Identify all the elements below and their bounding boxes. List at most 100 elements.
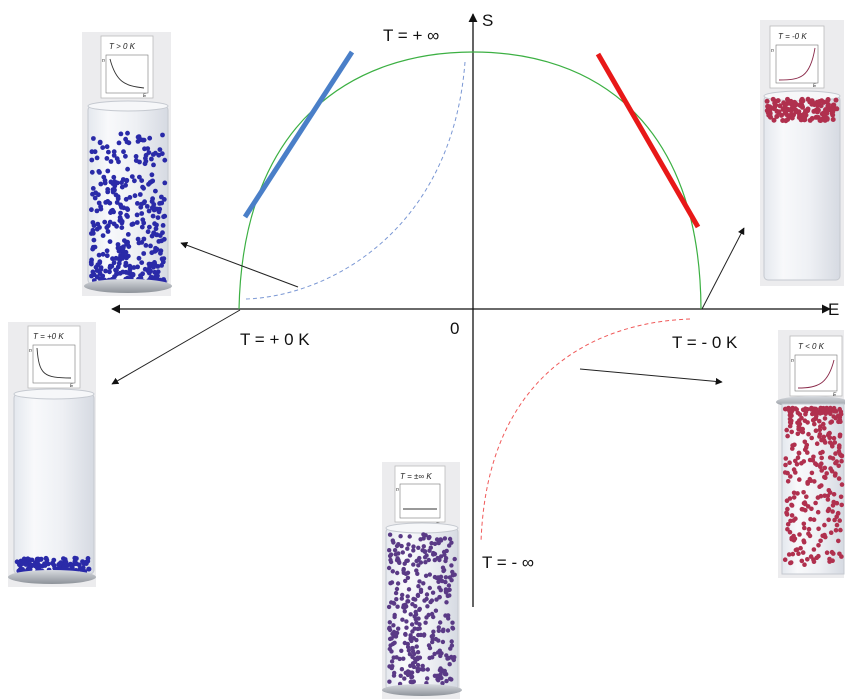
particle-cloud xyxy=(782,405,845,567)
particle xyxy=(443,575,449,580)
particle xyxy=(400,617,405,622)
particle xyxy=(797,477,802,482)
particle xyxy=(152,260,157,265)
particle xyxy=(410,646,415,651)
particle xyxy=(831,492,837,497)
particle xyxy=(801,521,807,527)
particle xyxy=(817,484,822,490)
particle xyxy=(815,509,821,515)
particle xyxy=(822,465,828,471)
particle xyxy=(825,497,831,502)
particle xyxy=(819,455,824,461)
particle xyxy=(162,180,168,186)
particle xyxy=(111,149,117,155)
particle xyxy=(149,233,155,239)
particle xyxy=(57,560,63,566)
particle xyxy=(104,225,110,230)
particle xyxy=(416,545,421,550)
particle xyxy=(107,269,112,275)
particle xyxy=(423,573,429,578)
particle xyxy=(806,526,812,532)
particle xyxy=(793,101,799,107)
particle xyxy=(116,140,122,146)
particle xyxy=(399,596,404,601)
particle xyxy=(20,561,26,566)
particle xyxy=(98,181,104,187)
particle xyxy=(408,679,413,685)
particle xyxy=(431,614,436,620)
particle xyxy=(396,626,401,631)
particle xyxy=(394,543,400,549)
particle xyxy=(151,162,156,168)
particle xyxy=(429,598,435,603)
particle xyxy=(400,592,405,598)
particle xyxy=(427,548,432,553)
particle xyxy=(831,435,837,441)
arrow-to-negative-zero-tube xyxy=(701,227,745,310)
particle xyxy=(403,578,408,584)
particle xyxy=(90,186,96,191)
particle xyxy=(815,107,821,113)
negative-temperature-tangent xyxy=(595,52,701,229)
particle xyxy=(452,556,457,562)
particle xyxy=(449,540,454,545)
particle xyxy=(94,208,100,214)
particle xyxy=(127,270,133,276)
particle xyxy=(97,140,103,146)
particle xyxy=(405,546,410,551)
particle xyxy=(92,195,98,201)
particle xyxy=(412,651,417,657)
particle xyxy=(799,415,804,421)
particle xyxy=(438,672,443,677)
particle xyxy=(831,551,836,556)
particle xyxy=(822,426,827,431)
card-label: T = ±∞ K xyxy=(400,472,432,481)
particle xyxy=(141,137,147,143)
particle xyxy=(802,562,807,567)
particle xyxy=(145,229,151,235)
particle xyxy=(414,620,419,625)
particle xyxy=(404,619,409,624)
temperature-labels: T = + ∞ T = + 0 K T = - 0 K T = - ∞ xyxy=(240,26,738,572)
particle xyxy=(84,559,89,565)
particle xyxy=(142,161,148,167)
particle xyxy=(402,609,407,614)
particle xyxy=(818,493,824,499)
particle xyxy=(105,168,111,174)
particle xyxy=(157,206,163,212)
particle xyxy=(107,239,113,245)
particle xyxy=(813,428,819,434)
particle xyxy=(832,473,838,478)
particle xyxy=(830,117,836,122)
particle xyxy=(402,561,407,566)
particle xyxy=(121,149,126,155)
particle xyxy=(438,666,443,671)
particle xyxy=(774,114,780,119)
particle xyxy=(429,634,434,639)
particle xyxy=(117,215,123,220)
tube-positive-zero: T = +0 K E n xyxy=(8,322,96,587)
particle xyxy=(155,215,161,221)
particle xyxy=(100,251,106,257)
particle xyxy=(791,490,797,496)
particle xyxy=(818,450,823,456)
particle xyxy=(447,536,453,542)
particle xyxy=(104,144,110,150)
particle xyxy=(102,219,108,225)
particle xyxy=(389,665,394,671)
particle xyxy=(158,250,163,256)
particle xyxy=(796,450,802,456)
particle xyxy=(424,592,430,597)
particle xyxy=(806,431,811,437)
particle xyxy=(105,229,111,234)
particle xyxy=(830,444,835,449)
particle xyxy=(91,237,97,243)
particle xyxy=(431,552,436,557)
particle xyxy=(812,421,817,427)
card-y-label: n xyxy=(771,48,774,54)
particle xyxy=(795,491,800,496)
particle xyxy=(160,223,166,228)
particle xyxy=(789,502,794,508)
tube-base xyxy=(84,279,172,293)
particle xyxy=(787,496,793,501)
